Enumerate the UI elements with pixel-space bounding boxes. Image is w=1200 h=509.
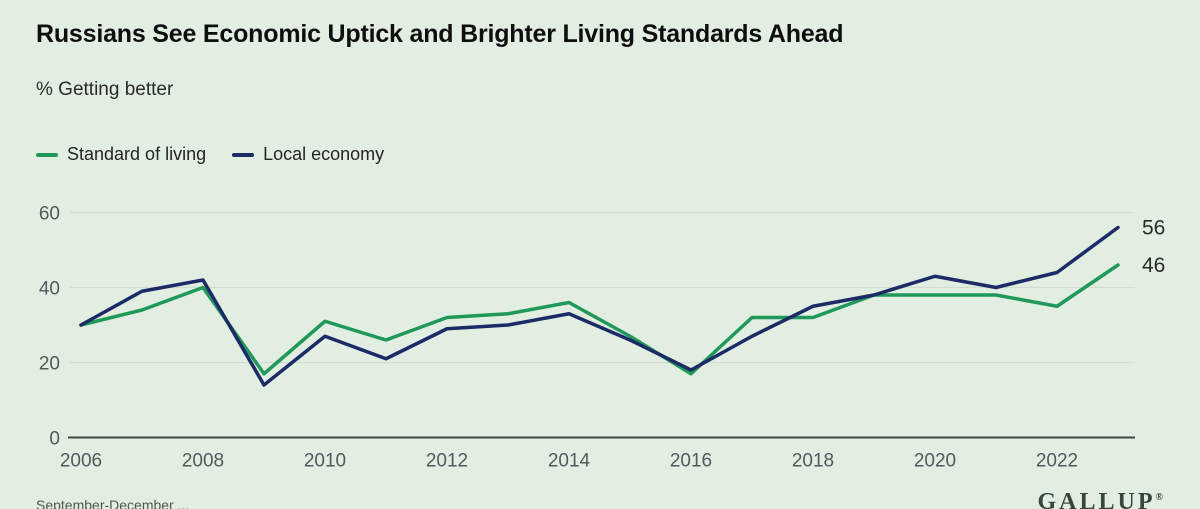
end-value-label-46: 46 bbox=[1142, 254, 1165, 277]
x-tick-label-2012: 2012 bbox=[426, 451, 468, 472]
green-line-swatch-icon bbox=[36, 152, 58, 157]
chart-subtitle: % Getting better bbox=[36, 79, 174, 100]
registered-mark: ® bbox=[1155, 492, 1163, 503]
y-tick-label-60: 60 bbox=[39, 204, 60, 225]
x-tick-label-2014: 2014 bbox=[548, 451, 591, 472]
chart-title: Russians See Economic Uptick and Brighte… bbox=[36, 20, 844, 48]
y-tick-label-40: 40 bbox=[39, 279, 60, 300]
source-footnote: September-December ... bbox=[36, 497, 190, 509]
x-tick-label-2008: 2008 bbox=[182, 451, 224, 472]
x-tick-label-2010: 2010 bbox=[304, 451, 346, 472]
legend-label-local-economy: Local economy bbox=[263, 144, 385, 164]
navy-line-swatch-icon bbox=[232, 152, 255, 157]
x-tick-label-2006: 2006 bbox=[60, 451, 102, 472]
y-tick-label-20: 20 bbox=[39, 354, 60, 375]
x-tick-label-2018: 2018 bbox=[792, 451, 834, 472]
gallup-logo-text: GALLUP bbox=[1037, 489, 1156, 509]
y-tick-label-0: 0 bbox=[49, 429, 60, 450]
gallup-logo: GALLUP® bbox=[1038, 489, 1164, 509]
x-tick-label-2020: 2020 bbox=[914, 451, 956, 472]
series-line-local-economy bbox=[79, 225, 1120, 387]
x-tick-label-2016: 2016 bbox=[670, 451, 712, 472]
x-tick-label-2022: 2022 bbox=[1036, 451, 1078, 472]
legend-label-standard-of-living: Standard of living bbox=[67, 144, 207, 164]
series-line-standard-of-living bbox=[79, 263, 1120, 376]
legend-item-local-economy: Local economy bbox=[232, 144, 384, 165]
legend-item-standard-of-living: Standard of living bbox=[36, 144, 206, 165]
chart-legend: Standard of living Local economy bbox=[36, 144, 384, 165]
end-value-label-56: 56 bbox=[1142, 217, 1165, 240]
